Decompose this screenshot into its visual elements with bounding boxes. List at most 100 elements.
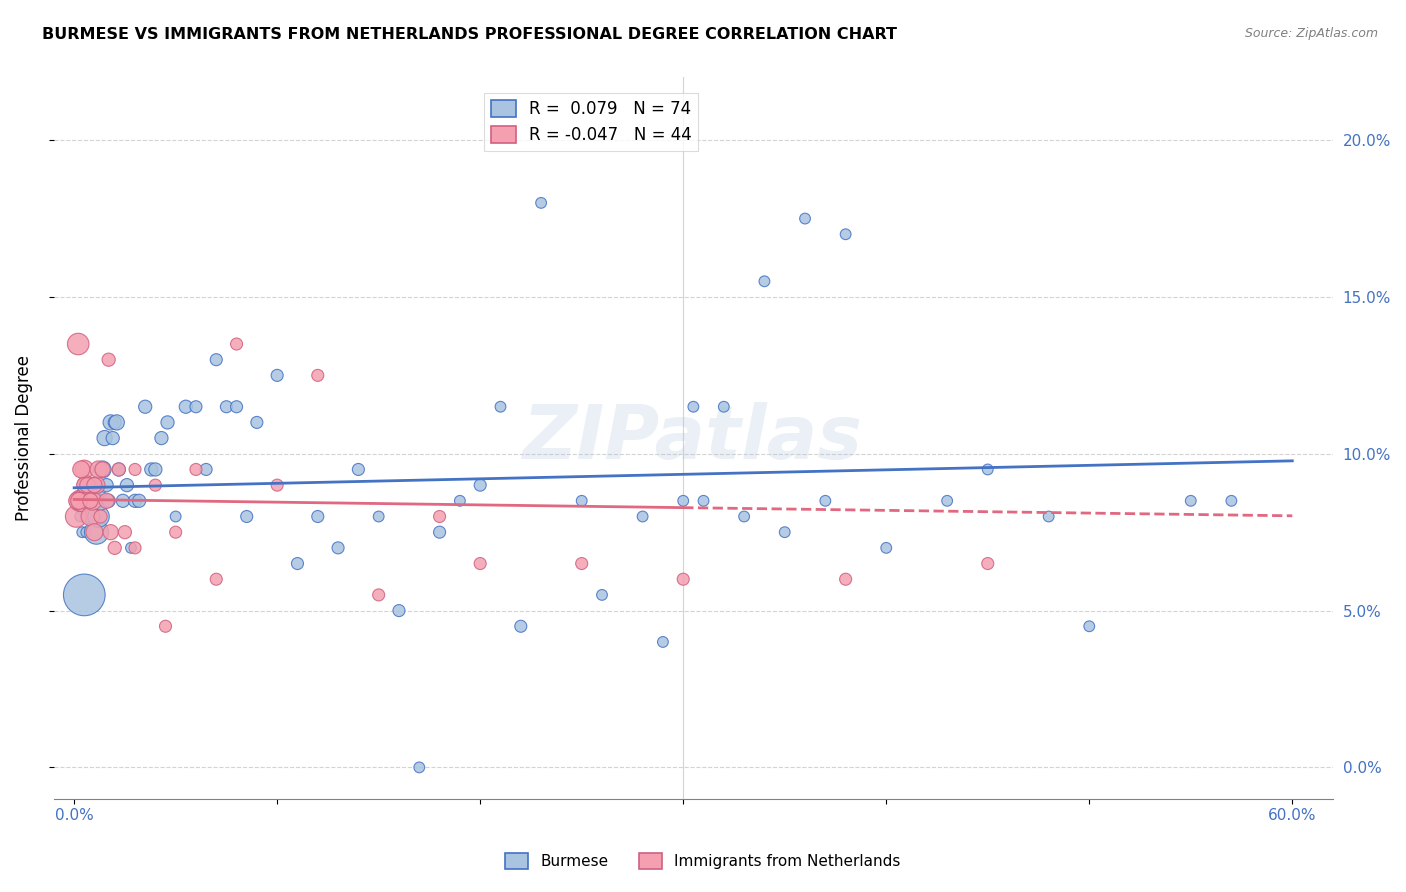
- Point: [73, 478, 96, 492]
- Point: [73, 462, 96, 476]
- Point: [713, 400, 735, 414]
- Point: [97, 493, 120, 508]
- Point: [651, 635, 673, 649]
- Point: [104, 416, 127, 430]
- Point: [141, 462, 163, 476]
- Point: [936, 493, 959, 508]
- Point: [205, 572, 228, 586]
- Point: [215, 400, 238, 414]
- Point: [70, 462, 93, 476]
- Point: [155, 619, 177, 633]
- Point: [107, 462, 129, 476]
- Point: [165, 509, 187, 524]
- Point: [1038, 509, 1060, 524]
- Point: [91, 462, 114, 476]
- Point: [90, 493, 112, 508]
- Point: [672, 572, 695, 586]
- Point: [143, 478, 166, 492]
- Point: [124, 541, 146, 555]
- Point: [449, 493, 471, 508]
- Point: [834, 572, 856, 586]
- Point: [143, 462, 166, 476]
- Point: [326, 541, 349, 555]
- Point: [156, 416, 179, 430]
- Legend: R =  0.079   N = 74, R = -0.047   N = 44: R = 0.079 N = 74, R = -0.047 N = 44: [484, 93, 699, 151]
- Point: [69, 493, 91, 508]
- Point: [1220, 493, 1243, 508]
- Point: [72, 493, 94, 508]
- Point: [120, 541, 142, 555]
- Point: [76, 478, 98, 492]
- Point: [90, 509, 112, 524]
- Point: [101, 431, 124, 445]
- Point: [93, 431, 115, 445]
- Point: [83, 478, 105, 492]
- Point: [67, 493, 90, 508]
- Point: [115, 478, 138, 492]
- Point: [1078, 619, 1101, 633]
- Point: [205, 352, 228, 367]
- Point: [79, 493, 101, 508]
- Point: [571, 493, 593, 508]
- Point: [367, 588, 389, 602]
- Point: [347, 462, 370, 476]
- Point: [489, 400, 512, 414]
- Point: [184, 462, 207, 476]
- Text: ZIPatlas: ZIPatlas: [523, 401, 863, 475]
- Point: [75, 478, 97, 492]
- Legend: Burmese, Immigrants from Netherlands: Burmese, Immigrants from Netherlands: [499, 847, 907, 875]
- Point: [83, 525, 105, 540]
- Point: [105, 416, 128, 430]
- Point: [631, 509, 654, 524]
- Point: [834, 227, 856, 242]
- Point: [96, 493, 118, 508]
- Text: BURMESE VS IMMIGRANTS FROM NETHERLANDS PROFESSIONAL DEGREE CORRELATION CHART: BURMESE VS IMMIGRANTS FROM NETHERLANDS P…: [42, 27, 897, 42]
- Point: [1180, 493, 1202, 508]
- Point: [87, 509, 110, 524]
- Point: [307, 368, 329, 383]
- Point: [977, 462, 1000, 476]
- Point: [86, 478, 108, 492]
- Point: [429, 509, 451, 524]
- Point: [875, 541, 897, 555]
- Point: [128, 493, 150, 508]
- Point: [114, 525, 136, 540]
- Point: [367, 509, 389, 524]
- Point: [150, 431, 173, 445]
- Point: [174, 400, 197, 414]
- Point: [77, 493, 100, 508]
- Point: [682, 400, 704, 414]
- Point: [530, 195, 553, 210]
- Point: [307, 509, 329, 524]
- Point: [246, 416, 269, 430]
- Point: [87, 462, 110, 476]
- Point: [733, 509, 755, 524]
- Point: [77, 493, 100, 508]
- Point: [66, 493, 89, 508]
- Point: [107, 462, 129, 476]
- Point: [408, 760, 430, 774]
- Point: [124, 462, 146, 476]
- Point: [388, 604, 411, 618]
- Point: [82, 509, 104, 524]
- Point: [100, 416, 122, 430]
- Point: [111, 493, 134, 508]
- Point: [672, 493, 695, 508]
- Point: [69, 509, 91, 524]
- Point: [754, 274, 776, 288]
- Point: [225, 337, 247, 351]
- Point: [266, 368, 288, 383]
- Point: [814, 493, 837, 508]
- Point: [470, 557, 492, 571]
- Point: [591, 588, 613, 602]
- Point: [67, 337, 90, 351]
- Point: [124, 493, 146, 508]
- Point: [266, 478, 288, 492]
- Point: [571, 557, 593, 571]
- Point: [195, 462, 218, 476]
- Point: [773, 525, 796, 540]
- Point: [134, 400, 156, 414]
- Text: Source: ZipAtlas.com: Source: ZipAtlas.com: [1244, 27, 1378, 40]
- Point: [86, 525, 108, 540]
- Point: [96, 478, 118, 492]
